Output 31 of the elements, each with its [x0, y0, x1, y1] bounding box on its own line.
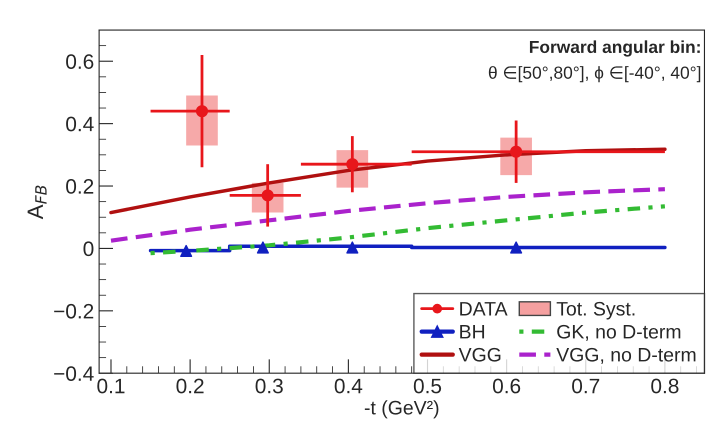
y-tick-label: −0.2 — [54, 304, 94, 319]
annotation: θ ∈[50°,80°], ϕ ∈[-40°, 40°] — [488, 66, 700, 82]
legend-label: BH — [460, 325, 484, 338]
legend-label: DATA — [460, 302, 508, 316]
y-tick-label: 0 — [83, 241, 94, 256]
x-tick-label: 0.1 — [97, 378, 124, 394]
x-tick-label: 0.2 — [176, 378, 204, 394]
x-tick-label: 0.8 — [651, 378, 678, 394]
y-axis-title: A$_{FB}$ — [28, 186, 47, 220]
legend-label: VGG, no D-term — [556, 348, 696, 364]
point — [180, 244, 192, 257]
x-tick-label: 0.7 — [572, 378, 600, 394]
y-tick-label: 0.6 — [66, 54, 94, 69]
point — [196, 105, 208, 118]
y-tick-label: −0.4 — [54, 366, 94, 381]
x-tick-label: 0.5 — [414, 378, 442, 394]
x-axis-title: -t (GeV²) — [364, 400, 438, 418]
point — [510, 241, 522, 254]
y-tick-label: 0.4 — [66, 116, 94, 132]
legend-label: VGG — [458, 348, 500, 362]
legend-label: Tot. Syst. — [556, 302, 634, 320]
x-tick-label: 0.3 — [256, 378, 283, 394]
annotation: Forward angular bin: — [530, 40, 700, 57]
y-tick-label: 0.2 — [66, 179, 94, 194]
line-series — [148, 204, 667, 256]
legend-label: GK, no D-term — [557, 324, 680, 341]
x-tick-label: 0.6 — [492, 378, 520, 394]
x-tick-label: 0.4 — [334, 378, 362, 394]
point — [346, 241, 358, 254]
line-series — [108, 187, 667, 243]
point — [256, 241, 269, 254]
